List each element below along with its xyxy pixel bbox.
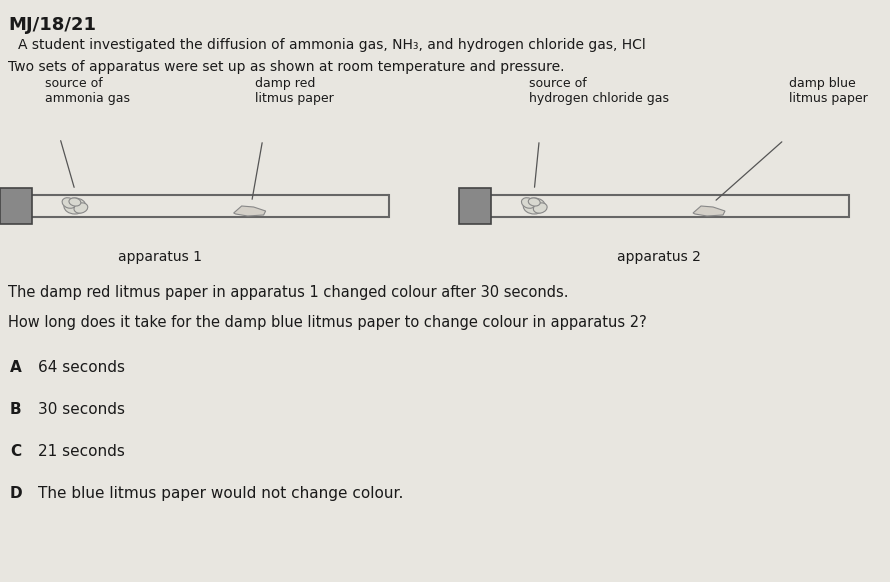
Text: B: B [10,402,21,417]
Text: damp blue
litmus paper: damp blue litmus paper [789,77,868,105]
FancyBboxPatch shape [0,188,32,224]
Ellipse shape [523,198,546,214]
Text: The damp red litmus paper in apparatus 1 changed colour after 30 seconds.: The damp red litmus paper in apparatus 1… [8,285,569,300]
Text: 30 seconds: 30 seconds [38,402,125,417]
Text: MJ/18/21: MJ/18/21 [8,16,96,34]
Text: How long does it take for the damp blue litmus paper to change colour in apparat: How long does it take for the damp blue … [8,315,647,330]
Text: apparatus 1: apparatus 1 [117,250,202,264]
Polygon shape [693,206,725,216]
Text: Two sets of apparatus were set up as shown at room temperature and pressure.: Two sets of apparatus were set up as sho… [8,60,564,74]
Text: D: D [10,486,22,501]
Ellipse shape [533,203,547,213]
Ellipse shape [74,203,88,213]
Text: The blue litmus paper would not change colour.: The blue litmus paper would not change c… [38,486,403,501]
Text: C: C [10,444,21,459]
Text: damp red
litmus paper: damp red litmus paper [255,77,334,105]
Ellipse shape [522,198,535,208]
Polygon shape [234,206,265,216]
Text: source of
ammonia gas: source of ammonia gas [44,77,130,105]
Ellipse shape [529,198,540,206]
Ellipse shape [64,198,85,214]
Text: apparatus 2: apparatus 2 [617,250,701,264]
Text: 21 seconds: 21 seconds [38,444,125,459]
Text: source of
hydrogen chloride gas: source of hydrogen chloride gas [530,77,669,105]
Text: A student investigated the diffusion of ammonia gas, NH₃, and hydrogen chloride : A student investigated the diffusion of … [18,38,646,52]
Ellipse shape [62,198,76,208]
Text: A: A [10,360,21,375]
Ellipse shape [69,198,81,206]
FancyBboxPatch shape [459,188,491,224]
Text: 64 seconds: 64 seconds [38,360,125,375]
